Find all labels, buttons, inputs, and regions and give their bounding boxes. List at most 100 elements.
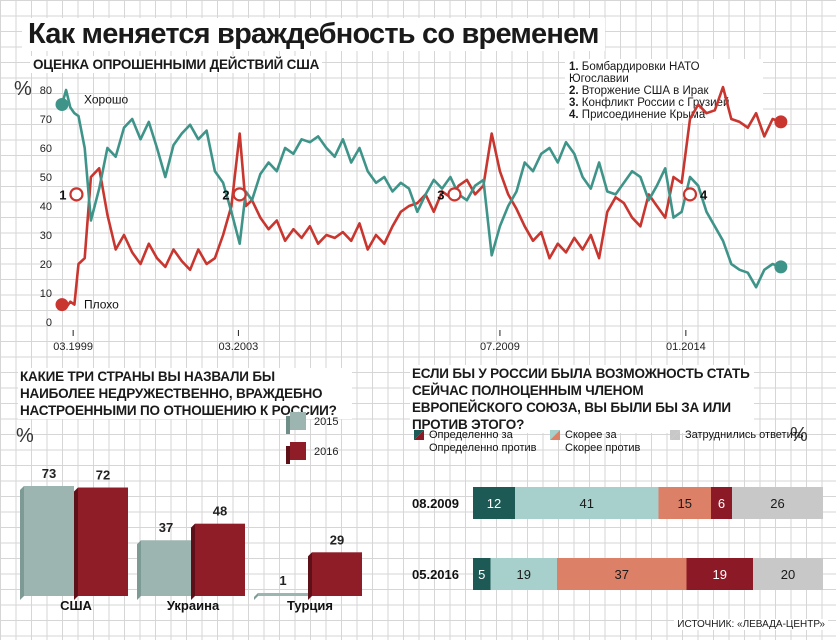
event-marker-1 — [69, 187, 84, 202]
bar-США-2016 — [78, 487, 128, 596]
y-tick-label: 20 — [40, 259, 52, 271]
legend-swatch-undecided — [670, 430, 680, 440]
legend-label: Скорее против — [565, 442, 641, 454]
legend-swatch-side — [286, 416, 290, 434]
segment-rather_against — [658, 487, 711, 519]
legend-label: 2016 — [314, 446, 338, 458]
x-tick-label: 01.2014 — [666, 341, 706, 353]
line-chart-unit: % — [14, 78, 32, 100]
bar-side — [191, 523, 195, 600]
segment-value: 37 — [615, 567, 629, 582]
series-end-dot — [774, 260, 788, 274]
event-marker-label: 1 — [59, 187, 66, 202]
bar-Украина-2016 — [195, 523, 245, 596]
y-tick-label: 60 — [40, 143, 52, 155]
series-end-dot — [774, 115, 788, 129]
y-tick-label: 70 — [40, 114, 52, 126]
eu-chart-unit: % — [790, 424, 808, 446]
category-label: Турция — [287, 598, 333, 613]
label-good: Хорошо — [84, 93, 129, 107]
bar-Турция-2015 — [258, 593, 308, 596]
bar-side — [137, 540, 141, 600]
segment-rather_for — [515, 487, 659, 519]
bar-США-2015 — [24, 486, 74, 596]
row-label: 05.2016 — [412, 567, 459, 582]
event-marker-label: 2 — [222, 187, 229, 202]
segment-value: 6 — [718, 496, 725, 511]
y-tick-label: 0 — [46, 317, 52, 329]
legend-swatch-2016 — [290, 442, 306, 460]
legend-swatch-side — [286, 446, 290, 464]
segment-value: 19 — [517, 567, 531, 582]
page-title: Как меняется враждебность со временем — [22, 18, 605, 51]
legend-label: Определенно против — [429, 442, 537, 454]
event-marker-label: 3 — [437, 187, 444, 202]
countries-bar-chart: 2015 2016 73 72 США 37 48 Украина 1 29 Турция — [20, 412, 362, 613]
category-label: США — [60, 598, 92, 613]
line-series-good — [60, 88, 782, 289]
y-tick-label: 50 — [40, 172, 52, 184]
bar-value-label: 1 — [279, 573, 286, 588]
y-tick-label: 10 — [40, 288, 52, 300]
segment-value: 41 — [580, 496, 594, 511]
segment-value: 19 — [713, 567, 727, 582]
bar-side — [308, 552, 312, 600]
segment-def_for — [473, 558, 491, 590]
series-start-dot — [55, 298, 69, 312]
x-tick-label: 03.2003 — [219, 341, 259, 353]
line-series-bad — [61, 85, 782, 309]
legend-swatch-def_against — [414, 430, 424, 440]
y-tick-label: 30 — [40, 230, 52, 242]
line-chart: 80 70 60 50 40 30 20 10 003.1999 03.2003 07.2009 01… — [40, 85, 788, 353]
segment-rather_for — [490, 558, 557, 590]
legend-label: Затруднились ответить — [685, 429, 804, 441]
series-start-dot — [55, 98, 69, 111]
segment-undecided — [732, 487, 823, 519]
source-note: Источник: «Левада-Центр» — [674, 619, 828, 630]
label-bad: Плохо — [84, 298, 119, 312]
bar-value-label: 37 — [159, 520, 173, 535]
segment-def_against — [711, 487, 732, 519]
row-label: 08.2009 — [412, 496, 459, 511]
legend-label: Скорее за — [565, 429, 617, 441]
event-2: 2. Вторжение США в Ирак — [569, 85, 709, 97]
event-marker-4 — [682, 187, 698, 202]
bar-side — [20, 486, 24, 600]
segment-def_for — [473, 487, 515, 519]
bar-Турция-2016 — [312, 552, 362, 596]
segment-value: 26 — [770, 496, 784, 511]
legend-swatch-rather_against — [550, 430, 560, 440]
legend-label: 2015 — [314, 416, 338, 428]
bar-side — [254, 593, 258, 600]
event-marker-3 — [447, 187, 462, 202]
segment-undecided — [753, 558, 823, 590]
countries-chart-unit: % — [16, 425, 34, 447]
bar-value-label: 73 — [42, 466, 56, 481]
eu-chart-subtitle: Если бы у России была возможность стать … — [410, 365, 754, 433]
event-4: 4. Присоединение Крыма — [569, 109, 706, 121]
bar-value-label: 48 — [213, 504, 227, 519]
y-tick-label: 40 — [40, 201, 52, 213]
segment-value: 5 — [478, 567, 485, 582]
segment-value: 15 — [678, 496, 692, 511]
line-chart-subtitle: Оценка опрошенными действий США — [30, 56, 323, 73]
bar-Украина-2015 — [141, 540, 191, 596]
event-1: 1. Бомбардировки НАТО Югославии — [569, 61, 700, 85]
bar-value-label: 72 — [96, 468, 110, 483]
x-tick-label: 03.1999 — [53, 341, 93, 353]
bar-side — [74, 487, 78, 600]
bar-value-label: 29 — [330, 532, 344, 547]
event-marker-2 — [232, 187, 247, 202]
x-tick-label: 07.2009 — [480, 341, 520, 353]
segment-def_against — [686, 558, 753, 590]
segment-rather_against — [557, 558, 687, 590]
event-3: 3. Конфликт России с Грузией — [569, 97, 730, 109]
y-tick-label: 80 — [40, 85, 52, 97]
segment-value: 20 — [781, 567, 795, 582]
segment-value: 12 — [487, 496, 501, 511]
event-marker-label: 4 — [700, 187, 708, 202]
legend-swatch-2015 — [290, 412, 306, 430]
countries-chart-subtitle: Какие три страны вы назвали бы наиболее … — [18, 368, 352, 419]
